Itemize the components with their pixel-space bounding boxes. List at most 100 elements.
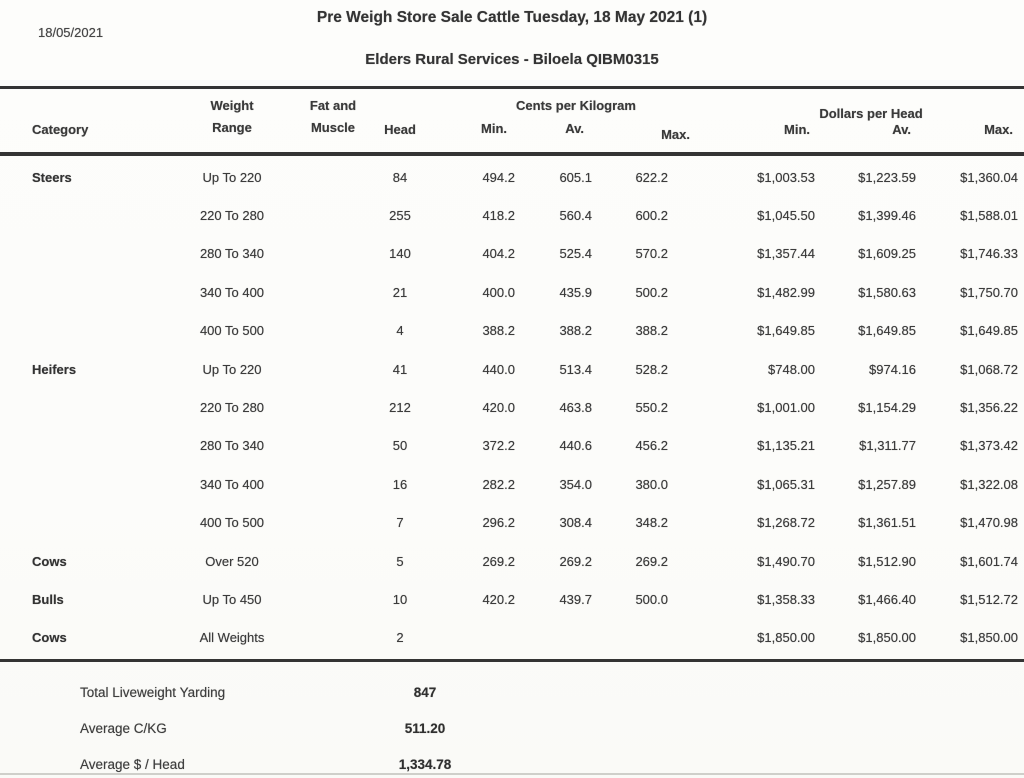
table-row: Heifers Up To 220 41 440.0 513.4 528.2 $… [0,350,1024,388]
total-value: 847 [413,684,437,700]
cell-weight-range: Up To 450 [202,591,262,607]
cell-ckg-max: 600.2 [635,208,668,224]
cell-dph-max: $1,649.85 [960,323,1018,339]
cell-ckg-av: 439.7 [559,591,592,607]
column-header-fat-line1: Fat and [309,98,357,113]
cell-dph-av: $1,649.85 [858,323,916,339]
column-group-dollars-per-head: Dollars per Head [819,106,923,121]
column-header-head: Head [384,122,416,137]
report-date: 18/05/2021 [38,25,104,40]
cell-ckg-av: 525.4 [559,246,592,262]
cell-dph-max: $1,470.98 [960,515,1018,531]
cell-head: 212 [389,400,411,416]
cell-weight-range: 220 To 280 [199,208,265,224]
cell-dph-av: $1,257.89 [858,476,916,492]
cell-dph-max: $1,746.33 [960,246,1018,262]
cell-dph-min: $1,135.21 [757,438,815,454]
table-row: Bulls Up To 450 10 420.2 439.7 500.0 $1,… [0,580,1024,618]
column-header-category: Category [32,122,89,137]
totals-row: Average C/KG 511.20 [0,710,1024,746]
cell-dph-max: $1,850.00 [960,630,1018,646]
report-subtitle: Elders Rural Services - Biloela QIBM0315 [365,51,659,68]
cell-head: 140 [389,246,411,262]
cell-dph-min: $1,268.72 [757,515,815,531]
column-header-ckg-min: Min. [481,121,507,136]
cell-head: 84 [392,169,408,185]
cell-ckg-av: 605.1 [559,169,592,185]
cell-weight-range: Up To 220 [202,169,262,185]
cell-ckg-av: 463.8 [559,400,592,416]
cell-dph-min: $1,003.53 [757,169,815,185]
cell-dph-max: $1,750.70 [960,284,1018,300]
cell-head: 16 [392,476,408,492]
cell-ckg-min: 269.2 [482,553,515,569]
cell-dph-av: $1,399.46 [858,208,916,224]
table-body: Steers Up To 220 84 494.2 605.1 622.2 $1… [0,158,1024,657]
table-row: 400 To 500 4 388.2 388.2 388.2 $1,649.85… [0,312,1024,350]
table-row: 340 To 400 16 282.2 354.0 380.0 $1,065.3… [0,465,1024,503]
table-row: Cows All Weights 2 $1,850.00 $1,850.00 $… [0,619,1024,657]
cell-ckg-max: 456.2 [635,438,668,454]
cell-ckg-min: 418.2 [482,208,515,224]
table-row: 340 To 400 21 400.0 435.9 500.2 $1,482.9… [0,273,1024,311]
cell-weight-range: 340 To 400 [199,284,265,300]
table-row: 400 To 500 7 296.2 308.4 348.2 $1,268.72… [0,504,1024,542]
cell-dph-min: $1,649.85 [757,323,815,339]
cell-dph-max: $1,356.22 [960,400,1018,416]
cell-category: Cows [32,630,67,646]
cell-ckg-av: 388.2 [559,323,592,339]
table-row: Cows Over 520 5 269.2 269.2 269.2 $1,490… [0,542,1024,580]
cell-ckg-min: 420.0 [482,400,515,416]
cell-dph-max: $1,322.08 [960,476,1018,492]
cell-head: 4 [396,323,404,339]
cell-dph-av: $1,609.25 [858,246,916,262]
cell-ckg-max: 269.2 [635,553,668,569]
cell-dph-min: $1,357.44 [757,246,815,262]
cell-dph-av: $1,154.29 [858,400,916,416]
cell-dph-min: $1,850.00 [757,630,815,646]
cell-weight-range: 280 To 340 [199,246,265,262]
column-header-dph-av: Av. [892,122,911,137]
cell-dph-min: $1,001.00 [757,400,815,416]
column-header-ckg-av: Av. [565,121,584,136]
table-row: Steers Up To 220 84 494.2 605.1 622.2 $1… [0,158,1024,196]
cell-category: Cows [32,553,67,569]
cell-head: 2 [396,630,404,646]
cell-dph-av: $1,466.40 [858,591,916,607]
cell-dph-av: $1,361.51 [858,515,916,531]
cell-ckg-max: 348.2 [635,515,668,531]
cell-dph-min: $1,482.99 [757,284,815,300]
cell-ckg-min: 372.2 [482,438,515,454]
cell-head: 10 [392,591,408,607]
cell-dph-min: $1,065.31 [757,476,815,492]
cell-dph-min: $748.00 [768,361,815,377]
cell-dph-max: $1,068.72 [960,361,1018,377]
body-bottom-rule [0,659,1024,662]
column-header-weight-line1: Weight [210,98,254,113]
cell-ckg-av: 560.4 [559,208,592,224]
cell-ckg-max: 622.2 [635,169,668,185]
cell-head: 41 [392,361,408,377]
cell-ckg-max: 380.0 [635,476,668,492]
cell-ckg-min: 282.2 [482,476,515,492]
cell-ckg-av: 440.6 [559,438,592,454]
column-header-fat-line2: Muscle [310,120,356,135]
cell-ckg-min: 404.2 [482,246,515,262]
table-row: 220 To 280 212 420.0 463.8 550.2 $1,001.… [0,388,1024,426]
cell-dph-av: $1,850.00 [858,630,916,646]
cell-dph-min: $1,045.50 [757,208,815,224]
cell-ckg-min: 494.2 [482,169,515,185]
total-label: Average $ / Head [80,756,185,772]
cell-dph-av: $974.16 [869,361,916,377]
header-bottom-rule [0,152,1024,156]
column-header-dph-max: Max. [984,122,1013,137]
cell-ckg-max: 570.2 [635,246,668,262]
cell-weight-range: All Weights [199,630,265,646]
cell-head: 21 [392,284,408,300]
cell-weight-range: 340 To 400 [199,476,265,492]
cell-ckg-av: 308.4 [559,515,592,531]
cell-dph-max: $1,601.74 [960,553,1018,569]
cell-ckg-max: 528.2 [635,361,668,377]
cell-ckg-min: 388.2 [482,323,515,339]
